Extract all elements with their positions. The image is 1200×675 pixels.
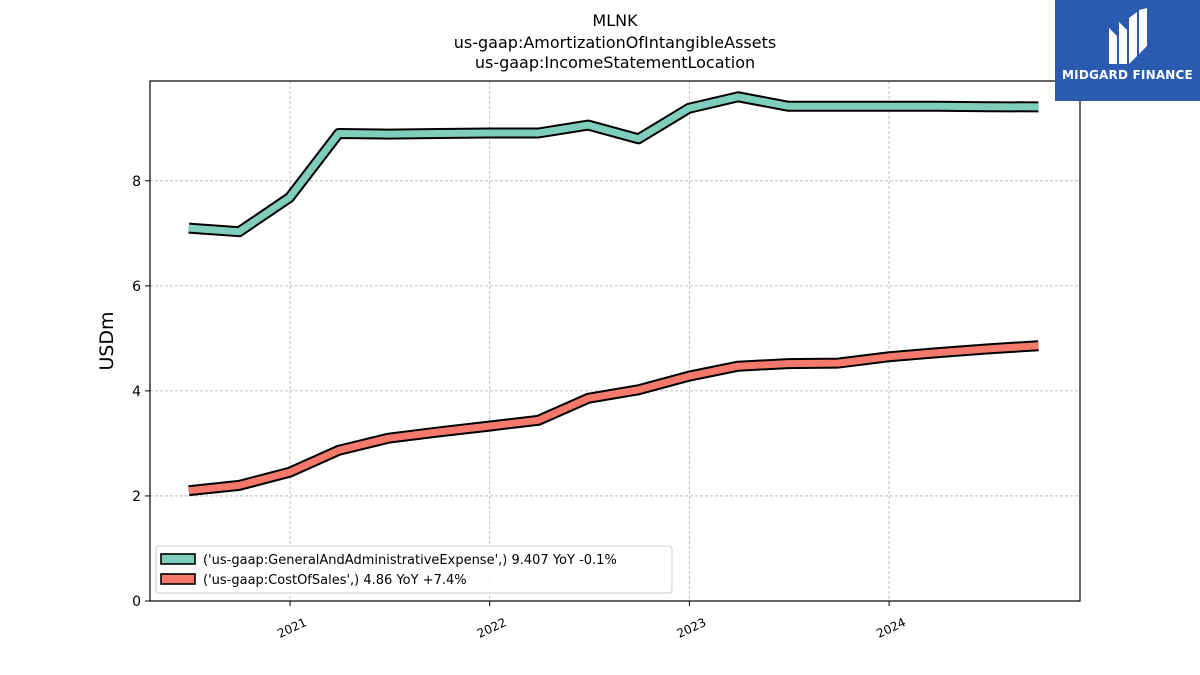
series-1-outline (188, 340, 1039, 497)
x-tick-label: 2024 (874, 615, 908, 641)
x-tick-label: 2023 (675, 615, 709, 641)
plot-frame (149, 80, 1081, 602)
brand-logo: MIDGARD FINANCE (1055, 0, 1200, 101)
legend: ('us-gaap:GeneralAndAdministrativeExpens… (155, 545, 673, 594)
chart-title-line-2: us-gaap:AmortizationOfIntangibleAssets (454, 33, 776, 52)
chart-title-line-1: MLNK (592, 11, 638, 30)
legend-box (155, 545, 673, 594)
series-lines (188, 91, 1039, 497)
series-0-line (188, 93, 1039, 236)
legend-label-1: ('us-gaap:CostOfSales',) 4.86 YoY +7.4% (203, 573, 467, 588)
x-tick-label: 2021 (275, 615, 309, 641)
brand-logo-text: MIDGARD FINANCE (1062, 68, 1193, 82)
chart-title: MLNK us-gaap:AmortizationOfIntangibleAss… (454, 11, 776, 72)
x-axis-ticks: 2021 2022 2023 2024 (275, 601, 908, 641)
legend-swatch-1 (160, 573, 196, 585)
y-tick-label: 6 (132, 279, 141, 295)
y-tick-label: 2 (132, 489, 141, 505)
grid (150, 81, 1080, 601)
midgard-logo-icon (1109, 8, 1147, 64)
y-axis-label: USDm (96, 311, 118, 370)
y-axis-ticks: 0 2 4 6 8 (132, 174, 150, 610)
chart-title-line-3: us-gaap:IncomeStatementLocation (475, 53, 755, 72)
legend-swatch-0 (160, 553, 196, 565)
legend-label-0: ('us-gaap:GeneralAndAdministrativeExpens… (203, 553, 617, 568)
series-1-line (188, 342, 1039, 495)
x-tick-label: 2022 (475, 615, 509, 641)
y-tick-label: 0 (132, 594, 141, 610)
y-tick-label: 8 (132, 174, 141, 190)
y-tick-label: 4 (132, 384, 141, 400)
